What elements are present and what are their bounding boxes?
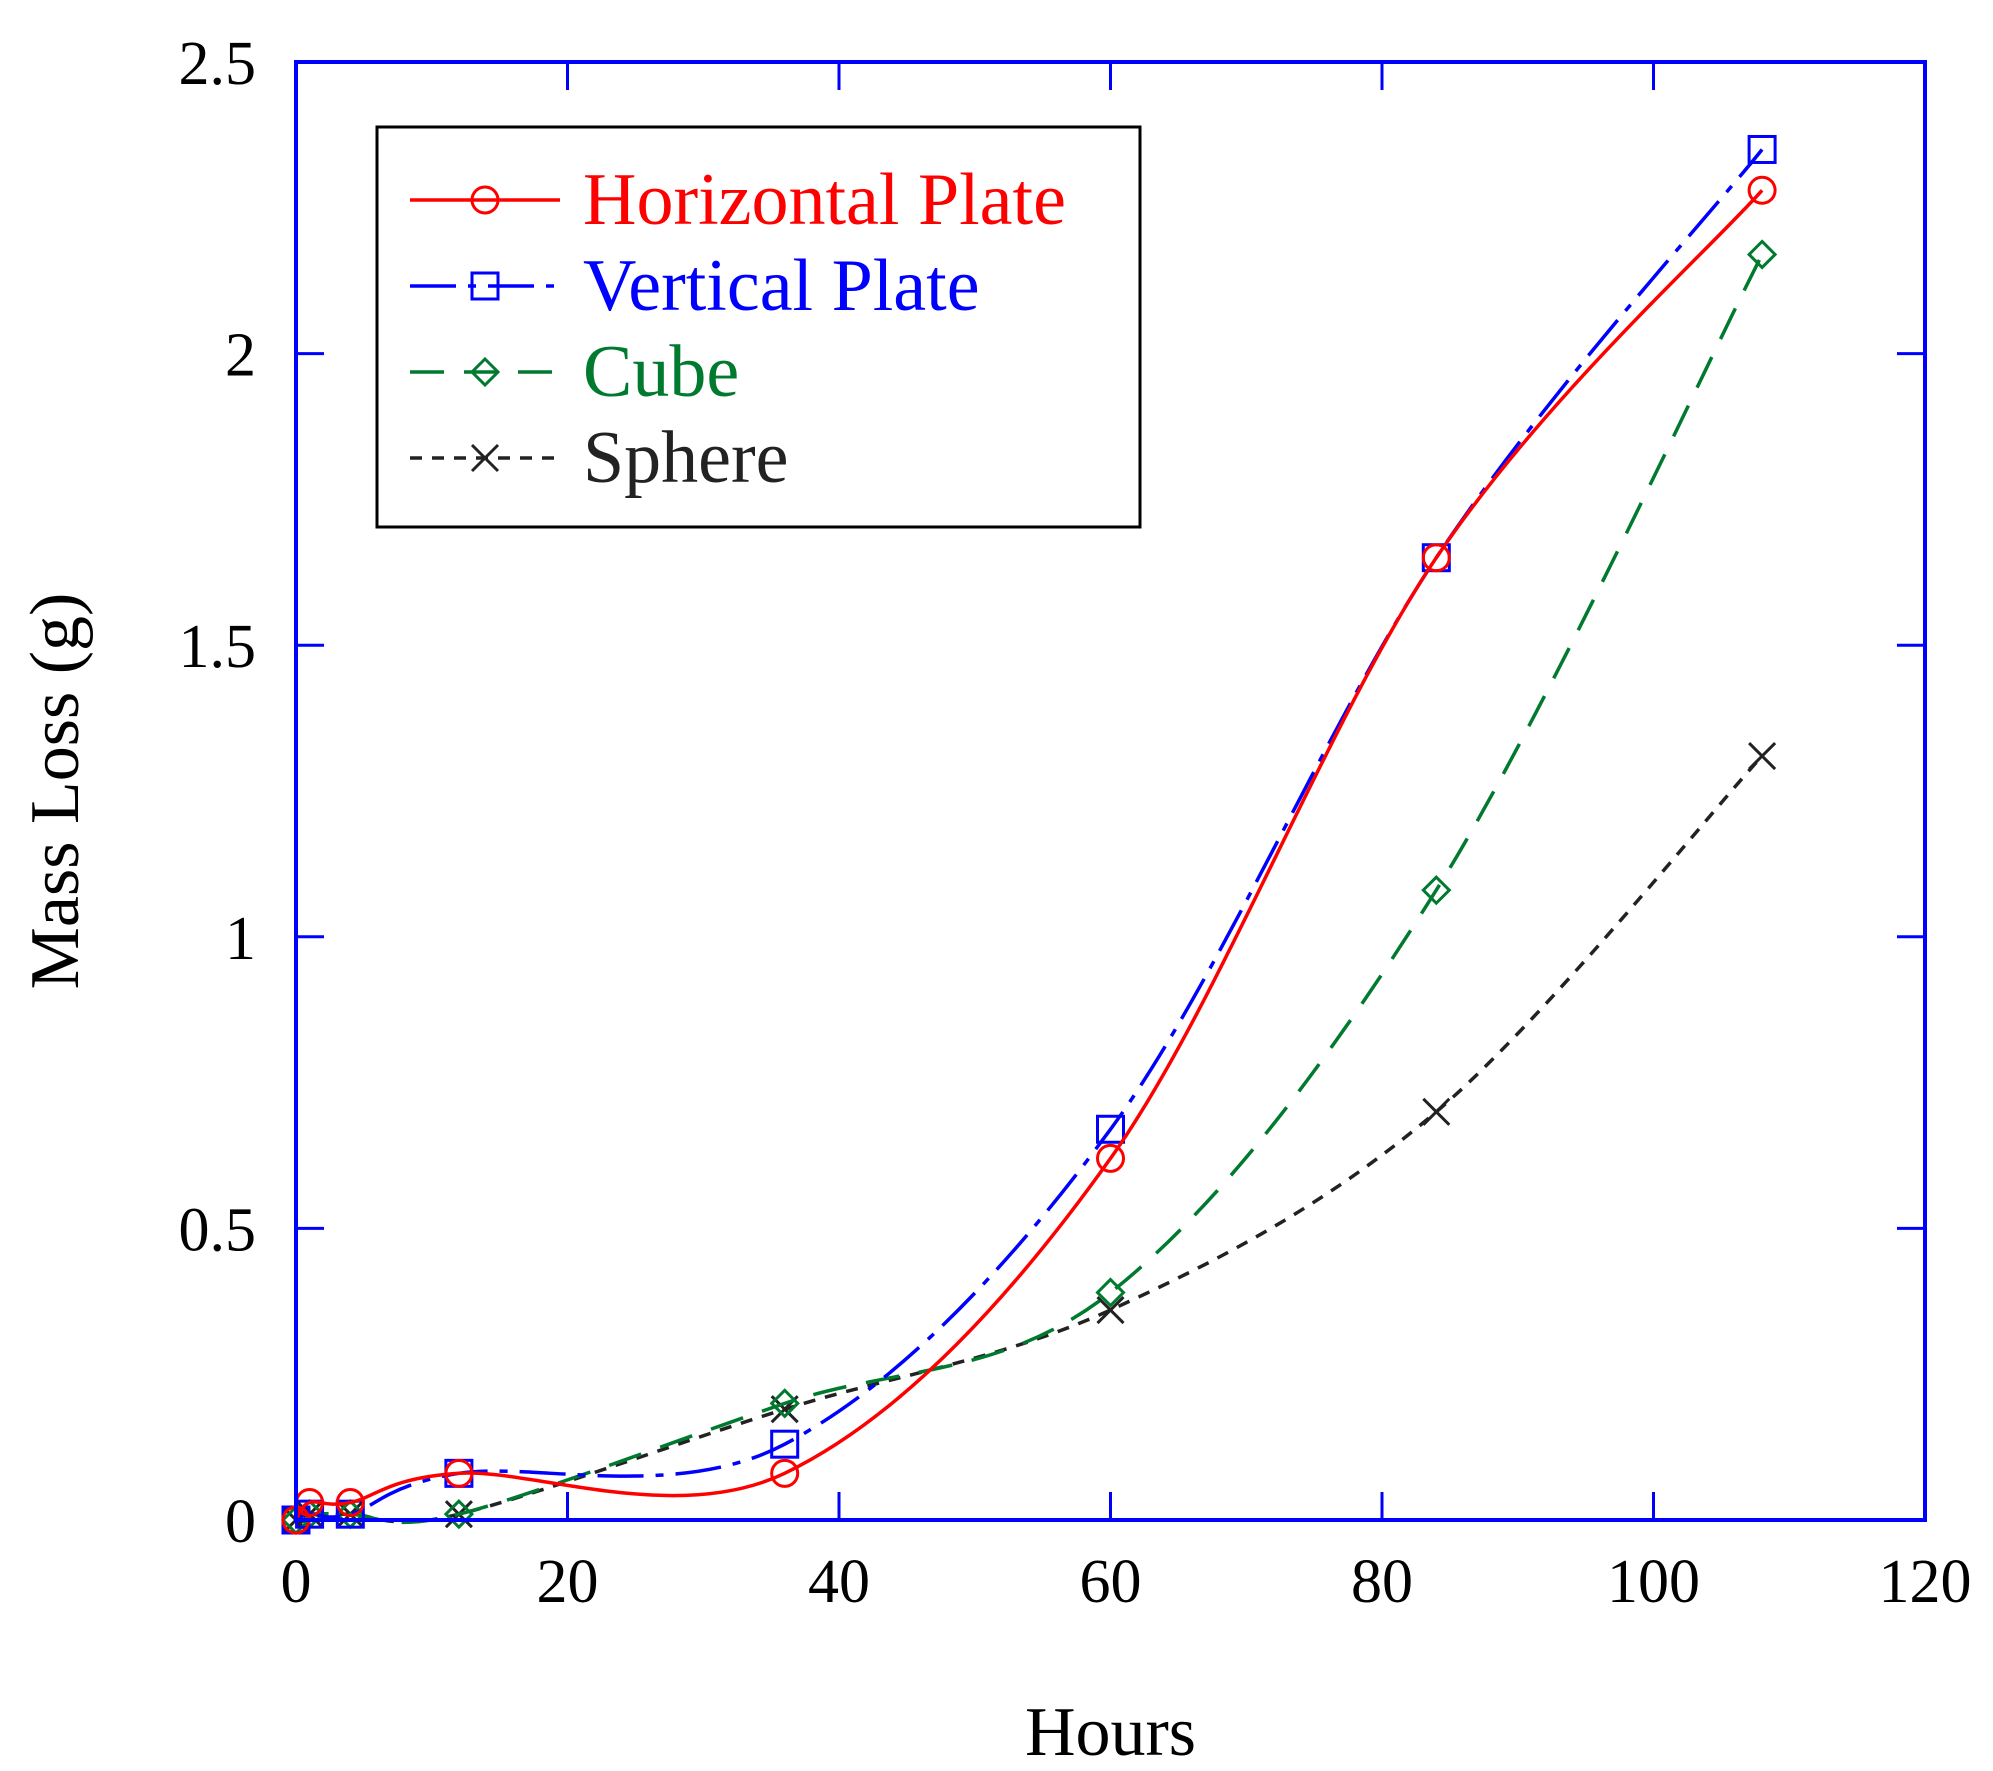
data-point — [335, 1488, 365, 1518]
y-tick-label: 0.5 — [179, 1196, 257, 1264]
y-tick-label: 1.5 — [179, 613, 257, 681]
legend-label: Horizontal Plate — [583, 159, 1066, 241]
axis-tick-labels: 0 20 40 60 80 100 120 0 0.5 1 1.5 2 2.5 — [179, 30, 1972, 1616]
x-tick-label: 0 — [281, 1548, 312, 1616]
y-tick-label: 1 — [225, 905, 256, 973]
legend-box — [375, 125, 1142, 529]
axis-ticks — [294, 60, 1927, 1522]
x-tick-label: 20 — [537, 1548, 599, 1616]
data-point — [1096, 1143, 1125, 1173]
data-point — [770, 1429, 800, 1459]
data-point — [1421, 875, 1452, 906]
series-layer — [280, 134, 1778, 1536]
legend-marker — [470, 443, 500, 473]
legend-label: Cube — [583, 331, 739, 413]
data-point — [443, 1499, 475, 1530]
data-point — [1746, 239, 1778, 270]
data-point — [1095, 1277, 1126, 1308]
data-point — [1422, 1097, 1451, 1126]
x-tick-label: 60 — [1080, 1548, 1142, 1616]
data-point — [1747, 134, 1777, 164]
y-tick-label: 2.5 — [179, 30, 257, 98]
legend-marker — [469, 356, 501, 388]
data-point — [1747, 175, 1777, 205]
x-tick-label: 80 — [1351, 1548, 1413, 1616]
legend-marker — [470, 271, 500, 301]
legend-marker — [470, 185, 500, 215]
data-point — [769, 1388, 800, 1419]
x-tick-label: 100 — [1607, 1548, 1700, 1616]
x-axis-title: Hours — [1025, 1694, 1196, 1771]
y-tick-label: 0 — [225, 1488, 256, 1556]
series-line — [294, 189, 1764, 1522]
legend-label: Vertical Plate — [583, 245, 980, 327]
series-horizontal-plate — [281, 175, 1777, 1535]
x-tick-label: 120 — [1879, 1548, 1972, 1616]
y-axis-title: Mass Loss (g) — [17, 593, 94, 990]
y-tick-label: 2 — [225, 322, 256, 390]
data-point — [1748, 741, 1777, 771]
data-point — [1421, 543, 1451, 573]
data-point — [1096, 1114, 1125, 1144]
data-point — [770, 1458, 800, 1488]
data-point — [444, 1458, 474, 1488]
x-tick-label: 40 — [808, 1548, 870, 1616]
data-point — [1096, 1295, 1125, 1325]
legend-label: Sphere — [583, 417, 789, 499]
